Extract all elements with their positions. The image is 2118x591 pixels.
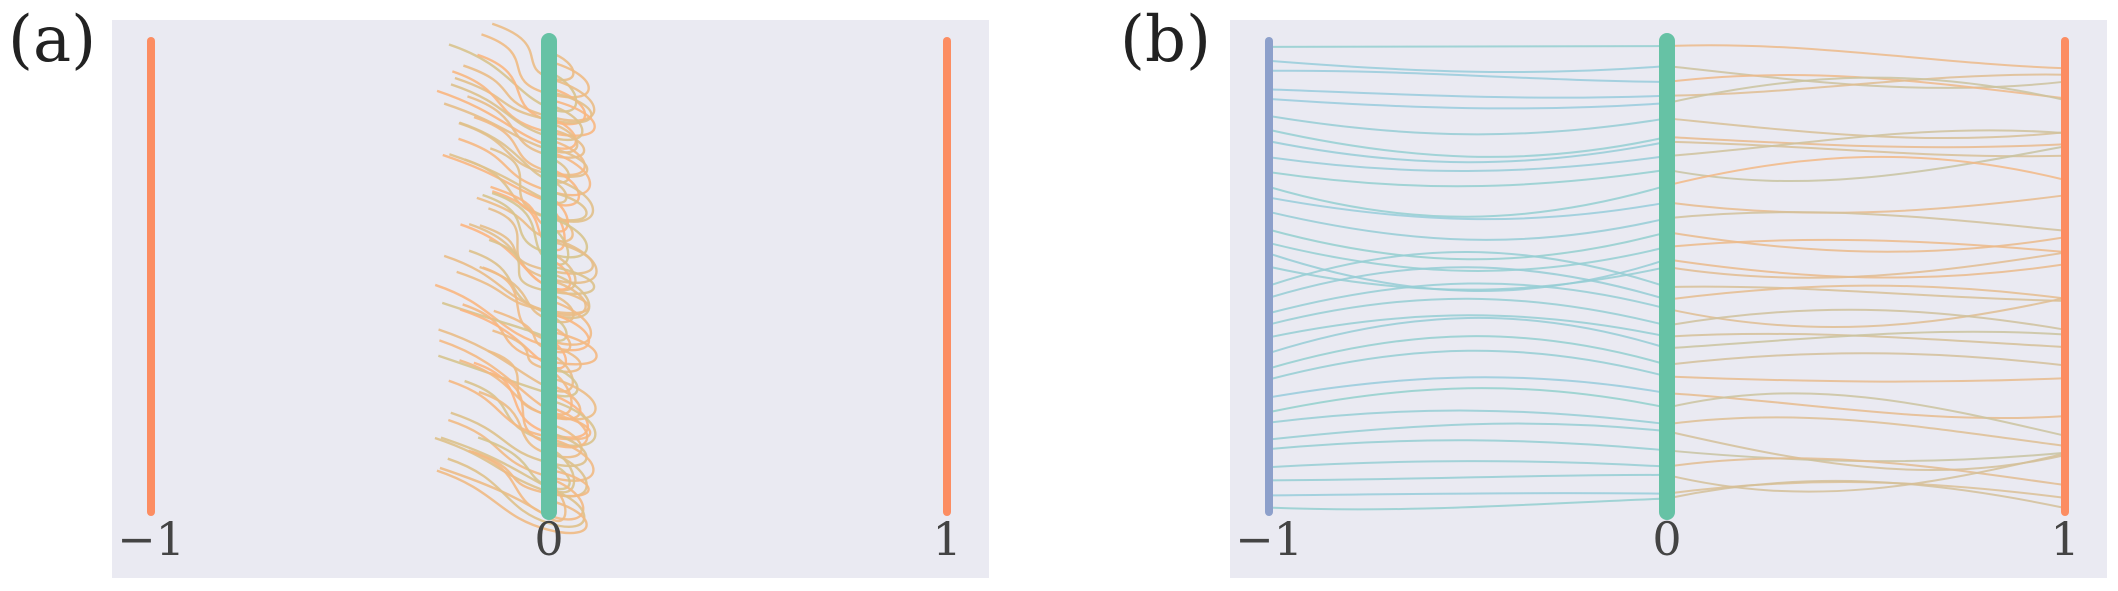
curve-right bbox=[1666, 73, 2066, 97]
streamline bbox=[436, 469, 588, 535]
tick-label: 0 bbox=[1652, 512, 1681, 566]
curve-right bbox=[1666, 284, 2066, 301]
curve-left bbox=[1268, 422, 1668, 441]
curve-left bbox=[1268, 210, 1668, 241]
curve-left bbox=[1268, 497, 1668, 511]
curve-right bbox=[1666, 211, 2066, 232]
curve-left bbox=[1268, 196, 1668, 221]
tick-label: 0 bbox=[534, 512, 563, 566]
curve-right bbox=[1666, 238, 2066, 254]
curve-left bbox=[1268, 492, 1668, 497]
curve-left bbox=[1268, 282, 1668, 315]
tick-label: −1 bbox=[1235, 512, 1303, 566]
curve-left bbox=[1268, 335, 1668, 370]
panel-a bbox=[147, 22, 951, 535]
curve-left bbox=[1268, 376, 1668, 399]
curve-right bbox=[1666, 285, 2066, 302]
curve-left bbox=[1268, 88, 1668, 99]
tick-label: 1 bbox=[2050, 512, 2079, 566]
curve-left bbox=[1268, 128, 1668, 158]
panel-label-a: (a) bbox=[8, 3, 97, 77]
curve-right bbox=[1666, 258, 2066, 279]
curve-left bbox=[1268, 314, 1668, 339]
curve-left bbox=[1268, 251, 1668, 288]
curve-right bbox=[1666, 330, 2066, 350]
curve-right bbox=[1666, 392, 2066, 437]
curve-left bbox=[1268, 45, 1668, 48]
curve-left bbox=[1268, 140, 1668, 164]
curve-left bbox=[1268, 460, 1668, 469]
curve-right bbox=[1666, 129, 2066, 158]
curve-left bbox=[1268, 59, 1668, 74]
curve-right bbox=[1666, 430, 2066, 472]
curve-right bbox=[1666, 76, 2066, 105]
curve-right bbox=[1666, 145, 2066, 182]
streamline bbox=[447, 457, 586, 528]
curve-right bbox=[1666, 352, 2066, 367]
curve-left bbox=[1268, 349, 1668, 381]
curve-left bbox=[1268, 155, 1668, 173]
curve-left bbox=[1268, 387, 1668, 414]
curve-right bbox=[1666, 479, 2066, 509]
panel-label-b: (b) bbox=[1120, 3, 1211, 77]
curve-right bbox=[1666, 251, 2066, 279]
curve-left bbox=[1268, 409, 1668, 426]
curve-right bbox=[1666, 332, 2066, 349]
curve-right bbox=[1666, 136, 2066, 149]
curve-left bbox=[1268, 265, 1668, 291]
curve-right bbox=[1666, 452, 2066, 493]
curve-right bbox=[1666, 457, 2066, 487]
curve-right bbox=[1666, 44, 2066, 70]
curve-left bbox=[1268, 228, 1668, 261]
curve-left bbox=[1268, 266, 1668, 301]
curve-right bbox=[1666, 231, 2066, 253]
curve-left bbox=[1268, 97, 1668, 110]
curve-right bbox=[1666, 296, 2066, 329]
curve-left bbox=[1268, 114, 1668, 136]
curve-right bbox=[1666, 375, 2066, 383]
panel-b bbox=[1265, 33, 2069, 520]
curve-left bbox=[1268, 184, 1668, 218]
curve-left bbox=[1268, 242, 1668, 272]
curve-left bbox=[1268, 69, 1668, 83]
curve-left bbox=[1268, 297, 1668, 327]
curve-right bbox=[1666, 194, 2066, 214]
curve-right bbox=[1666, 65, 2066, 89]
curve-right bbox=[1666, 308, 2066, 331]
curve-right bbox=[1666, 416, 2066, 447]
curve-right bbox=[1666, 155, 2066, 187]
curve-left bbox=[1268, 439, 1668, 452]
tick-label: −1 bbox=[117, 512, 185, 566]
tick-label: 1 bbox=[932, 512, 961, 566]
curve-left bbox=[1268, 473, 1668, 482]
tick-labels: −1 0 1 −1 0 1 bbox=[117, 512, 2080, 566]
curve-left bbox=[1268, 316, 1668, 355]
curve-left bbox=[1268, 168, 1668, 188]
